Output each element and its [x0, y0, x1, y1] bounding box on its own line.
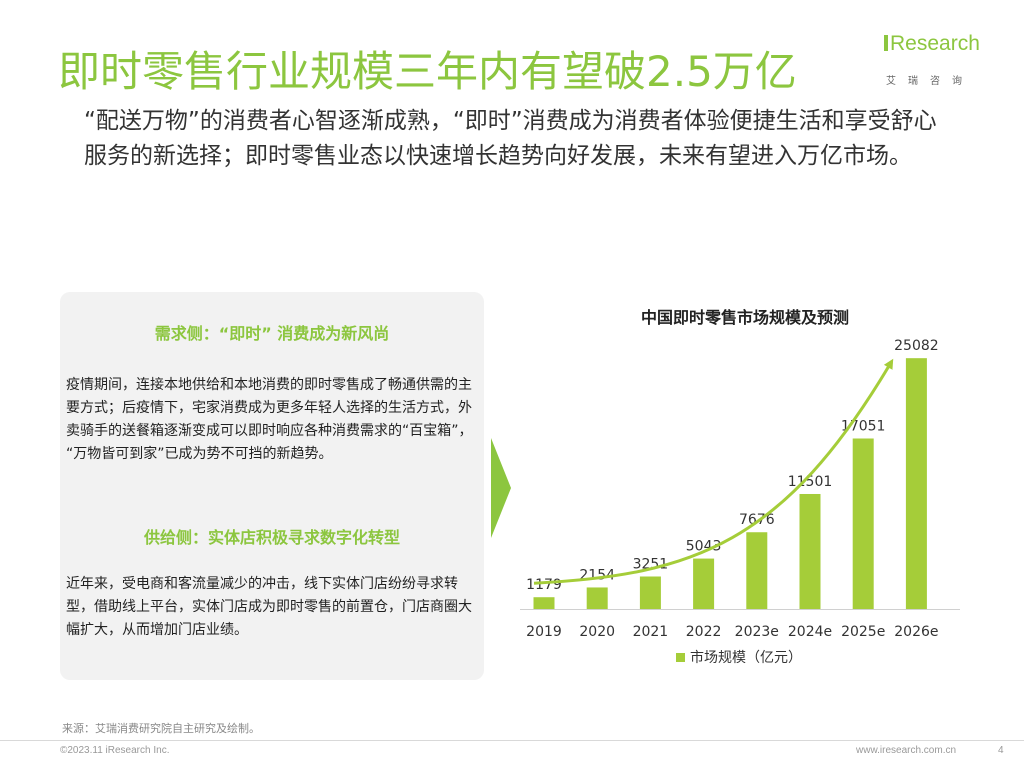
x-tick-label: 2021: [633, 624, 669, 640]
bar: [693, 558, 715, 609]
bar: [533, 597, 555, 609]
insight-panel: 需求侧：“即时” 消费成为新风尚 疫情期间，连接本地供给和本地消费的即时零售成了…: [60, 292, 484, 680]
page-subtitle: “配送万物”的消费者心智逐渐成熟，“即时”消费成为消费者体验便捷生活和享受舒心服…: [84, 108, 937, 169]
supply-heading: 供给侧：实体店积极寻求数字化转型: [143, 528, 400, 547]
bar: [799, 493, 821, 609]
market-size-chart: 中国即时零售市场规模及预测 11792019215420203251202150…: [520, 308, 960, 666]
bar: [852, 438, 874, 609]
legend-swatch: [676, 653, 685, 662]
data-label: 1179: [526, 577, 562, 593]
x-tick-label: 2024e: [788, 624, 832, 640]
x-tick-label: 2022: [686, 624, 722, 640]
bar: [586, 587, 608, 609]
logo-i-mark: [884, 35, 888, 51]
panel-arrow-icon: [491, 438, 511, 538]
x-tick-label: 2023e: [735, 624, 779, 640]
copyright-text: ©2023.11 iResearch Inc.: [60, 745, 170, 756]
demand-heading: 需求侧：“即时” 消费成为新风尚: [154, 324, 390, 343]
source-note: 来源：艾瑞消费研究院自主研究及绘制。: [62, 722, 260, 735]
logo-subtitle: 艾瑞咨询: [886, 76, 974, 87]
bar: [905, 358, 927, 609]
supply-text: 近年来，受电商和客流量减少的冲击，线下实体门店纷纷寻求转型，借助线上平台，实体门…: [66, 576, 472, 638]
chart-title: 中国即时零售市场规模及预测: [641, 308, 849, 327]
data-label: 3251: [633, 556, 669, 572]
bar: [639, 576, 661, 609]
footer-divider: [0, 740, 1024, 741]
logo-wordmark: Research: [884, 32, 980, 56]
x-tick-label: 2026e: [894, 624, 938, 640]
logo-brand: Research: [890, 32, 980, 55]
data-label: 5043: [686, 539, 722, 555]
iresearch-logo: Research 艾瑞咨询: [884, 32, 996, 92]
x-tick-label: 2020: [579, 624, 615, 640]
bar: [746, 532, 768, 609]
legend-label: 市场规模（亿元）: [690, 649, 802, 666]
trend-arrow: [533, 358, 894, 585]
x-tick-label: 2019: [526, 624, 562, 640]
website-text: www.iresearch.com.cn: [856, 745, 957, 756]
data-label: 25082: [894, 338, 939, 354]
demand-text: 疫情期间，连接本地供给和本地消费的即时零售成了畅通供需的主要方式；后疫情下，宅家…: [66, 377, 473, 462]
page-number: 4: [998, 745, 1004, 756]
page-title: 即时零售行业规模三年内有望破2.5万亿: [58, 47, 797, 96]
x-tick-label: 2025e: [841, 624, 885, 640]
